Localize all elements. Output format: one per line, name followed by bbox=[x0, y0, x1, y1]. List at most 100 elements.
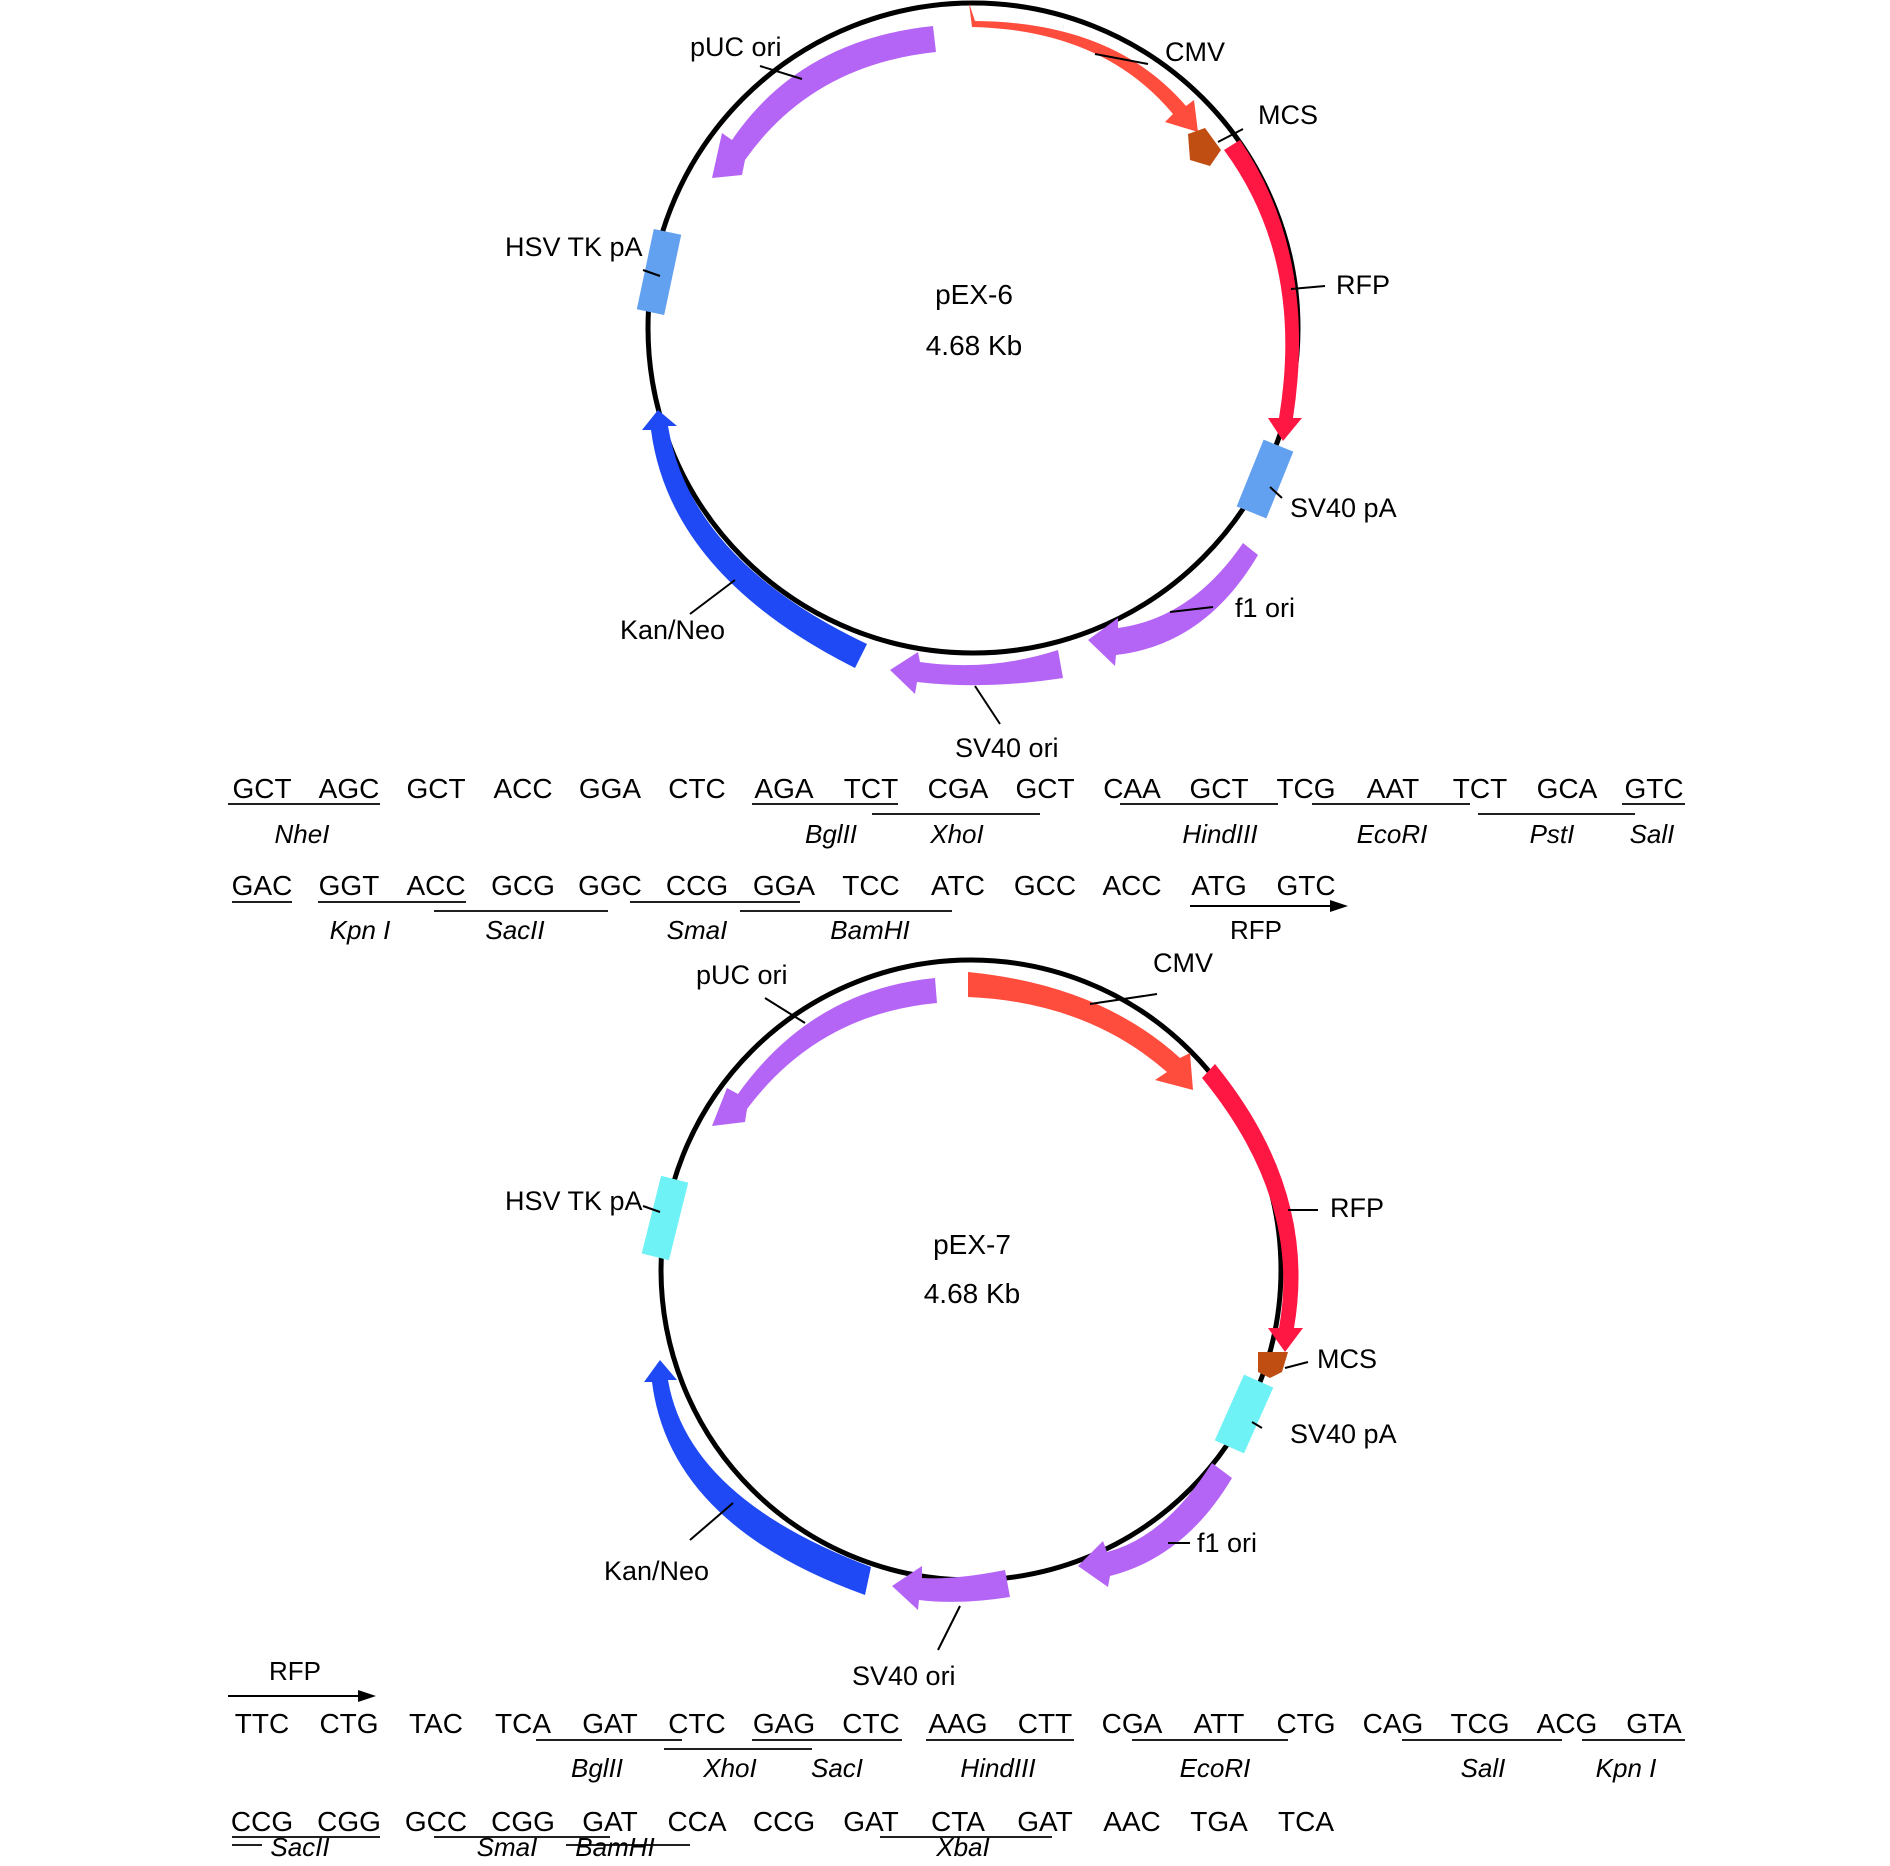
feature-label-kanneo: Kan/Neo bbox=[604, 1556, 709, 1586]
site-label: NheI bbox=[275, 819, 330, 849]
feature-cmv-arrow-icon bbox=[969, 3, 1198, 132]
feature-puc-arrow-icon bbox=[712, 978, 937, 1126]
rfp-arrow-label: RFP bbox=[269, 1656, 321, 1686]
codon: CTA bbox=[931, 1806, 985, 1837]
leader-line bbox=[937, 1605, 961, 1651]
site-label: Kpn I bbox=[1596, 1753, 1657, 1783]
feature-sv40ori-arrow-icon bbox=[890, 650, 1063, 694]
codon: GCG bbox=[491, 870, 555, 901]
feature-puc-arrow-icon bbox=[712, 26, 936, 178]
codon: GTC bbox=[1624, 773, 1683, 804]
feature-sv40pa-block-icon bbox=[1236, 439, 1294, 519]
feature-label-f1ori: f1 ori bbox=[1197, 1528, 1257, 1558]
site-label: XbaI bbox=[935, 1832, 990, 1861]
codon: CTC bbox=[842, 1708, 900, 1739]
codon: CAG bbox=[1363, 1708, 1424, 1739]
leader-line bbox=[642, 1205, 661, 1213]
feature-label-pucori: pUC ori bbox=[690, 32, 782, 62]
plasmid-name: pEX-7 bbox=[933, 1229, 1011, 1260]
codon: TCA bbox=[495, 1708, 551, 1739]
site-label: SacII bbox=[270, 1832, 329, 1861]
leader-line bbox=[1217, 128, 1244, 143]
leader-line bbox=[1290, 285, 1326, 290]
codon: CCG bbox=[753, 1806, 815, 1837]
site-label: SalI bbox=[1630, 819, 1675, 849]
site-label: HindIII bbox=[960, 1753, 1035, 1783]
feature-label-sv40pa: SV40 pA bbox=[1290, 493, 1397, 523]
site-label: SmaI bbox=[667, 915, 728, 945]
feature-label-kanneo: Kan/Neo bbox=[620, 615, 725, 645]
codon: ACC bbox=[1102, 870, 1161, 901]
feature-f1ori-arrow-icon bbox=[1088, 543, 1258, 666]
codon: TCA bbox=[1278, 1806, 1334, 1837]
codon: ATG bbox=[1191, 870, 1246, 901]
codon: CGA bbox=[1102, 1708, 1163, 1739]
leader-line bbox=[689, 1502, 734, 1541]
codon: AAT bbox=[1367, 773, 1419, 804]
sequence-row: CCG CGG GCC CGG GAT CCA CCG GAT CTA GAT … bbox=[231, 1806, 1334, 1837]
feature-label-mcs: MCS bbox=[1317, 1344, 1377, 1374]
site-label: SmaI bbox=[477, 1832, 538, 1861]
plasmid-map-pex6: CMV MCS RFP SV40 pA f1 ori SV40 ori Kan/… bbox=[505, 0, 1397, 763]
feature-label-f1ori: f1 ori bbox=[1235, 593, 1295, 623]
codon: CCG bbox=[231, 1806, 293, 1837]
codon: AAC bbox=[1103, 1806, 1161, 1837]
codon: GAT bbox=[843, 1806, 898, 1837]
codon: CCA bbox=[667, 1806, 726, 1837]
codon: GGA bbox=[753, 870, 816, 901]
codon: GCC bbox=[1014, 870, 1076, 901]
codon: TGA bbox=[1190, 1806, 1248, 1837]
codon: TCC bbox=[842, 870, 900, 901]
site-label: PstI bbox=[1530, 819, 1575, 849]
leader-line bbox=[764, 997, 806, 1024]
codon: ACC bbox=[493, 773, 552, 804]
codon: GAT bbox=[582, 1806, 637, 1837]
feature-hsvtkpa-block-icon bbox=[641, 1175, 689, 1261]
feature-sv40ori-arrow-icon bbox=[892, 1566, 1010, 1610]
plasmid-name: pEX-6 bbox=[935, 279, 1013, 310]
restriction-site-labels: SacII SmaI BamHI XbaI bbox=[270, 1832, 990, 1862]
codon: GCT bbox=[232, 773, 291, 804]
codon: GTC bbox=[1276, 870, 1335, 901]
site-label: BglII bbox=[571, 1753, 623, 1783]
codon: CGG bbox=[317, 1806, 381, 1837]
codon: TCG bbox=[1276, 773, 1335, 804]
plasmid-map-pex7: CMV RFP MCS SV40 pA f1 ori SV40 ori Kan/… bbox=[505, 948, 1397, 1691]
codon: TCT bbox=[844, 773, 898, 804]
restriction-site-underlines bbox=[228, 803, 1685, 815]
codon: TTC bbox=[235, 1708, 289, 1739]
codon: ATT bbox=[1194, 1708, 1245, 1739]
restriction-site-labels: Kpn I SacII SmaI BamHI bbox=[330, 915, 910, 945]
feature-label-hsvtkpa: HSV TK pA bbox=[505, 1186, 643, 1216]
sequence-row: GAC GGT ACC GCG GGC CCG GGA TCC ATC GCC … bbox=[232, 870, 1336, 901]
codon: AAG bbox=[928, 1708, 987, 1739]
sequence-pex7: RFP TTC CTG TAC TCA GAT CTC GAG CTC AAG … bbox=[228, 1656, 1685, 1862]
codon: CCG bbox=[666, 870, 728, 901]
site-label: XhoI bbox=[702, 1753, 757, 1783]
codon: TCG bbox=[1450, 1708, 1509, 1739]
site-label: SacI bbox=[811, 1753, 863, 1783]
leader-line bbox=[642, 269, 661, 277]
feature-label-pucori: pUC ori bbox=[696, 960, 788, 990]
plasmid-size: 4.68 Kb bbox=[924, 1278, 1021, 1309]
codon: GGC bbox=[578, 870, 642, 901]
feature-rfp-arrow-icon bbox=[1224, 140, 1302, 441]
codon: CTC bbox=[668, 773, 726, 804]
codon: CGA bbox=[928, 773, 989, 804]
site-label: BamHI bbox=[830, 915, 909, 945]
feature-label-cmv: CMV bbox=[1153, 948, 1213, 978]
feature-mcs-icon bbox=[1188, 128, 1221, 166]
codon: GTA bbox=[1626, 1708, 1682, 1739]
codon: GAT bbox=[582, 1708, 637, 1739]
feature-label-mcs: MCS bbox=[1258, 100, 1318, 130]
site-label: EcoRI bbox=[1180, 1753, 1251, 1783]
codon: AGA bbox=[754, 773, 813, 804]
codon: ACG bbox=[1537, 1708, 1598, 1739]
rfp-start-arrow: RFP bbox=[1190, 900, 1348, 945]
codon: GAC bbox=[232, 870, 293, 901]
site-label: HindIII bbox=[1182, 819, 1257, 849]
leader-line bbox=[1284, 1361, 1309, 1369]
codon: ATC bbox=[931, 870, 985, 901]
